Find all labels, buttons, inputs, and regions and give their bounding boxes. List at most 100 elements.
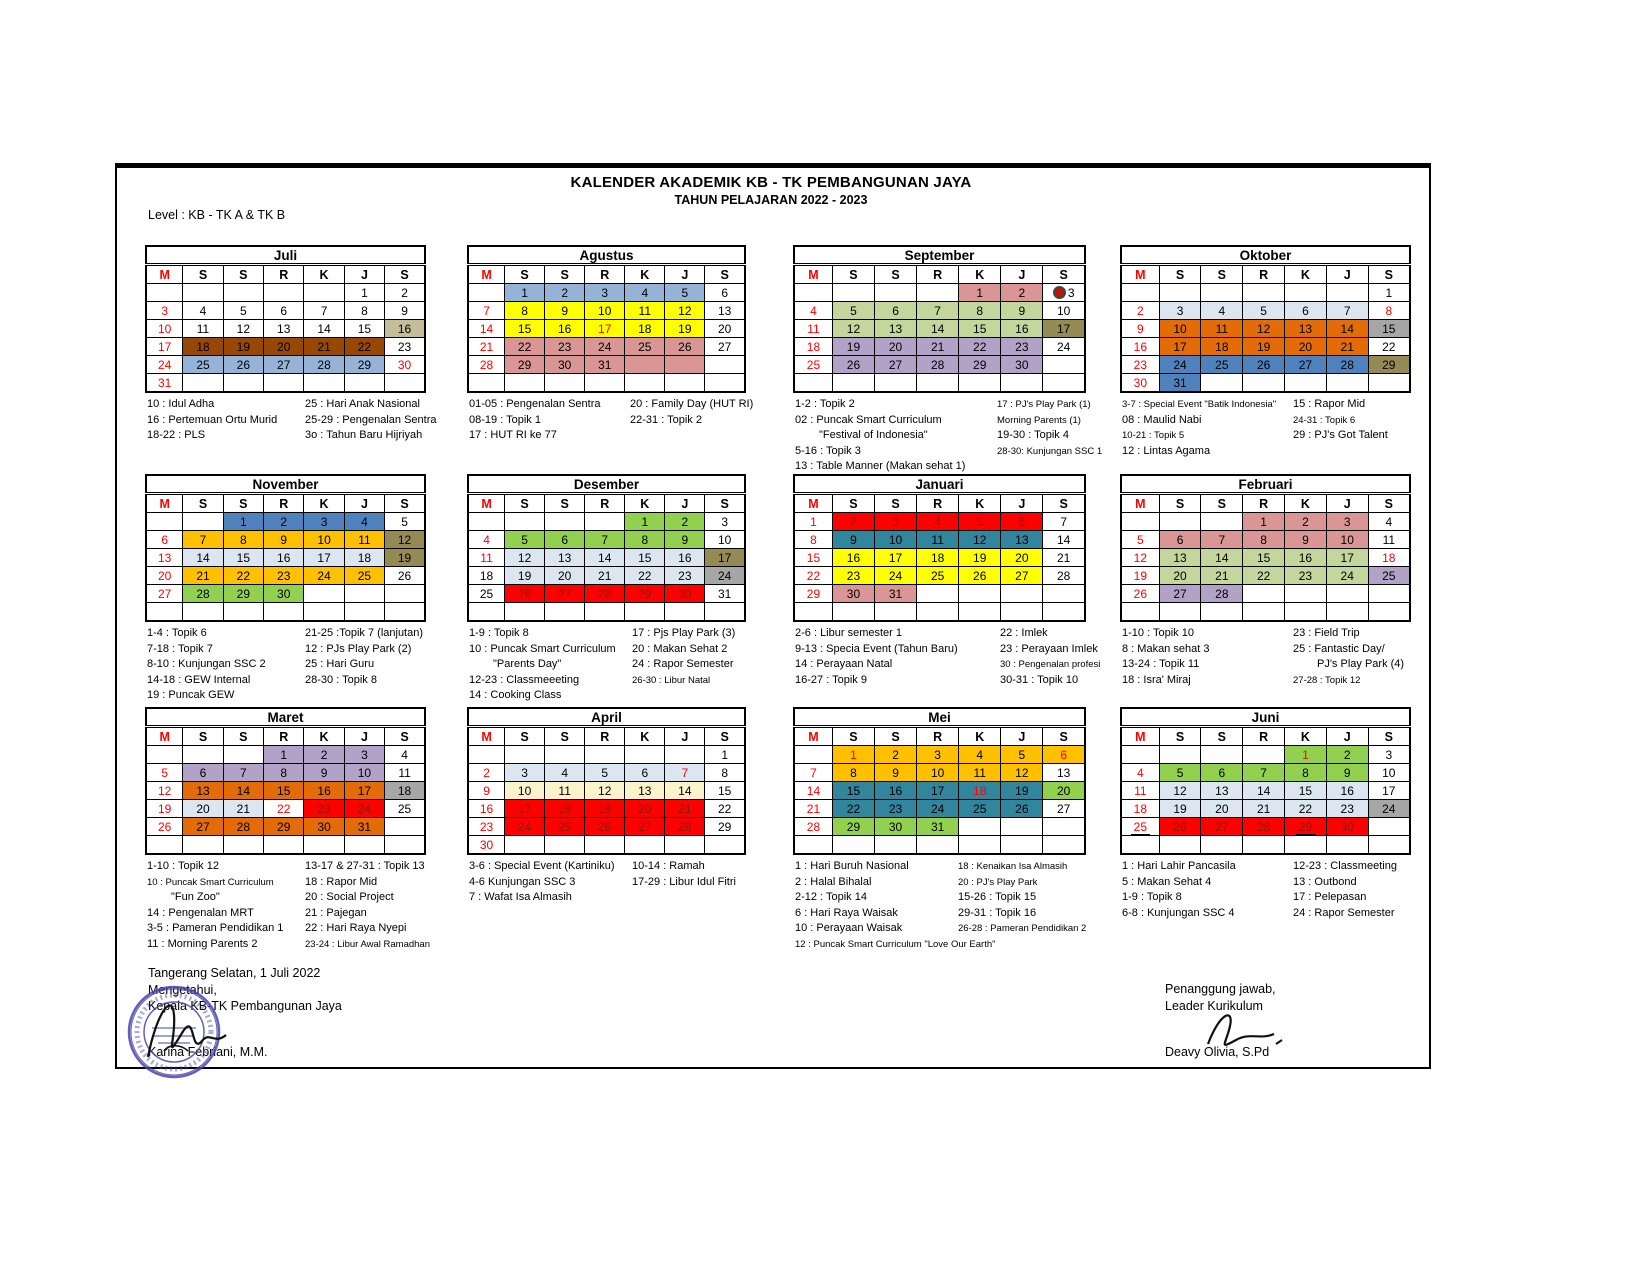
day-header: M [793,264,833,284]
date-cell: 25 [343,566,386,585]
date-cell: 14 [303,319,345,338]
date-cell: 28 [664,817,706,836]
date-cell [958,835,1002,855]
day-header: J [1325,726,1369,746]
date-cell: 24 [1158,355,1202,374]
event-marker-icon [1052,285,1066,299]
month-mei: Mei M S S R K J S 1 2 3 4 5 6 7 8 9 10 11 12 13 14 15 16 17 18 19 2… [793,707,1086,959]
date-cell: 27 [1042,799,1086,818]
note-line: 6 : Hari Raya Waisak [795,906,898,919]
date-cell [1242,283,1286,302]
date-cell [916,373,960,393]
date-cell: 13 [1200,781,1244,800]
date-cell: 23 [664,566,706,585]
date-cell: 8 [1284,763,1327,782]
day-header: S [544,726,586,746]
date-cell: 13 [145,548,184,567]
date-cell [1284,602,1327,622]
date-cell: 28 [303,355,345,374]
date-cell [873,602,918,622]
date-cell [504,835,546,855]
date-cell: 22 [624,566,666,585]
date-cell: 24 [1325,566,1369,585]
date-cell: 19 [1242,337,1286,356]
date-cell: 4 [544,763,586,782]
date-cell: 31 [873,584,918,603]
note-line: 22-31 : Topik 2 [630,413,702,426]
date-cell: 16 [1000,319,1044,338]
day-header: R [263,264,305,284]
note-line: 1-10 : Topik 12 [147,860,219,872]
date-cell: 26 [958,566,1002,585]
day-header: J [1000,493,1044,513]
day-header: M [793,493,833,513]
date-cell: 15 [1367,319,1411,338]
note-line: 25 : Hari Anak Nasional [305,398,420,410]
day-header: J [343,726,386,746]
date-cell: 25 [1367,566,1411,585]
date-cell: 18 [544,799,586,818]
note-line: 29 : PJ's Got Talent [1293,429,1388,441]
level-label: Level : KB - TK A & TK B [148,208,286,222]
day-header: S [1367,493,1411,513]
date-cell [916,835,960,855]
date-cell: 29 [1367,355,1411,374]
note-line: Morning Parents (1) [997,414,1081,426]
date-cell: 6 [1284,301,1327,320]
date-cell: 18 [793,337,833,356]
date-cell: 30 [1120,373,1160,393]
date-cell [303,373,345,393]
date-cell [504,373,546,393]
calendar-table: Juni M S S R K J S 1 2 3 4 5 6 7 8 9 10 11 12 13 14 15 16 17 18 19… [1120,707,1411,855]
date-cell: 28 [584,584,626,603]
page-border [115,163,1431,1069]
date-cell [303,835,345,855]
month-april: April M S S R K J S 1 2 3 4 5 6 7 8 9 10 11 12 13 14 15 16 17 18 1… [467,707,746,959]
date-cell: 27 [624,817,666,836]
day-header: K [624,726,666,746]
date-cell: 29 [222,584,265,603]
date-cell: 16 [1120,337,1160,356]
date-cell: 16 [303,781,345,800]
date-cell [1325,373,1369,393]
date-cell: 24 [343,799,386,818]
note-line: 01-05 : Pengenalan Sentra [469,398,601,410]
month-oktober: Oktober M S S R K J S 1 2 3 4 5 6 7 8 9 10 11 12 13 14 15 16 17 1… [1120,245,1411,497]
date-cell [1120,283,1160,302]
date-cell: 20 [1158,566,1202,585]
date-cell: 8 [1242,530,1286,549]
day-header: S [873,264,918,284]
day-header: J [343,264,386,284]
date-cell: 13 [1284,319,1327,338]
date-cell: 26 [504,584,546,603]
date-cell: 14 [222,781,265,800]
date-cell: 27 [1000,566,1044,585]
date-cell: 7 [467,301,506,320]
date-cell: 16 [467,799,506,818]
date-cell [544,512,586,531]
date-cell: 16 [384,319,426,338]
date-cell: 15 [1242,548,1286,567]
note-line: 18 : Rapor Mid [305,875,378,888]
date-cell [384,602,426,622]
date-cell: 11 [544,781,586,800]
date-cell: 24 [584,337,626,356]
date-cell [1158,835,1202,855]
date-cell: 30 [544,355,586,374]
day-header: J [1000,726,1044,746]
date-cell: 5 [664,283,706,302]
note-line: 16-27 : Topik 9 [795,673,867,686]
date-cell: 1 [1242,512,1286,531]
date-cell [222,373,265,393]
date-cell [1042,817,1086,836]
note-line: 12 : Lintas Agama [1122,444,1211,457]
date-cell [1000,835,1044,855]
date-cell: 13 [1042,763,1086,782]
date-cell: 11 [182,319,224,338]
date-cell: 27 [1284,355,1327,374]
date-cell [1367,373,1411,393]
date-cell: 30 [384,355,426,374]
date-cell: 2 [1120,301,1160,320]
date-cell: 7 [916,301,960,320]
date-cell: 25 [544,817,586,836]
